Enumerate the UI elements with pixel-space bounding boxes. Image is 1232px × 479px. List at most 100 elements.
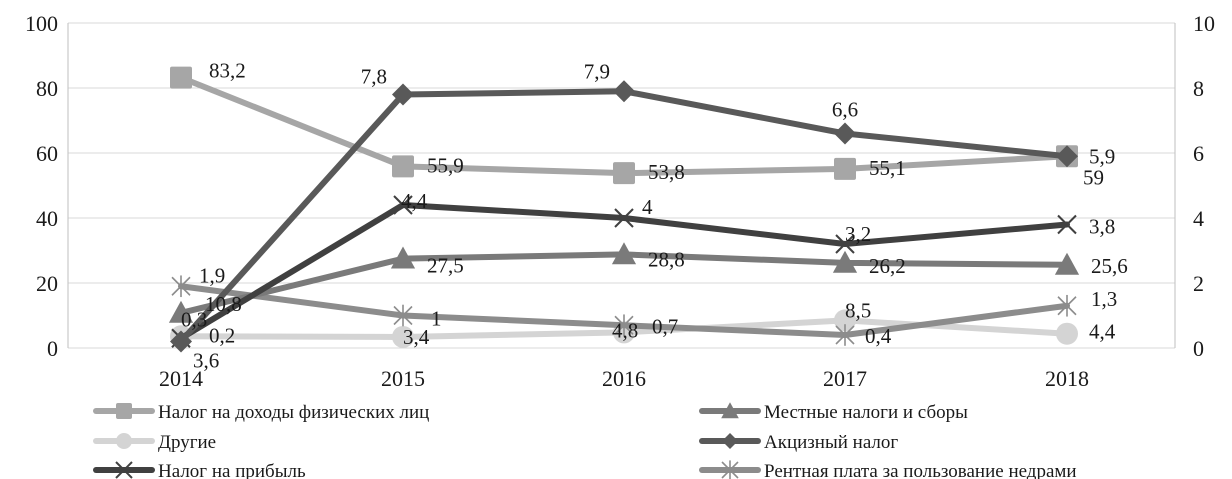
legend-label: Рентная плата за пользование недрами xyxy=(764,461,1077,479)
data-label: 25,6 xyxy=(1091,254,1128,278)
y-right-tick-label: 10 xyxy=(1193,11,1215,36)
marker-x xyxy=(1057,214,1077,235)
marker-diamond xyxy=(722,433,738,449)
data-label: 5,9 xyxy=(1089,144,1115,168)
marker-square xyxy=(392,155,414,178)
series-layer xyxy=(168,66,1080,353)
y-left-tick-label: 0 xyxy=(47,336,58,361)
data-label: 0,4 xyxy=(865,324,892,348)
marker-triangle xyxy=(168,300,194,323)
marker-triangle xyxy=(390,246,416,269)
marker-triangle xyxy=(832,250,858,273)
marker-triangle xyxy=(611,242,637,265)
legend-label: Налог на доходы физических лиц xyxy=(158,402,429,423)
data-label: 1 xyxy=(431,307,442,331)
data-label: 3,8 xyxy=(1089,215,1115,239)
y-right-tick-label: 8 xyxy=(1193,76,1204,101)
y-left-tick-label: 20 xyxy=(36,271,58,296)
data-label: 4,4 xyxy=(1089,320,1116,344)
x-tick-label: 2016 xyxy=(602,366,646,391)
marker-x xyxy=(614,208,634,228)
marker-diamond xyxy=(1056,145,1078,168)
marker-square xyxy=(116,403,132,419)
y-right-tick-label: 6 xyxy=(1193,141,1204,166)
marker-star xyxy=(835,324,855,346)
data-label: 7,9 xyxy=(584,59,610,83)
marker-star xyxy=(721,460,739,479)
marker-diamond xyxy=(613,80,635,103)
legend: Налог на доходы физических лиц Местные на… xyxy=(93,402,1077,479)
x-tick-label: 2017 xyxy=(823,366,867,391)
marker-diamond xyxy=(834,122,856,145)
data-label: 26,2 xyxy=(869,254,906,278)
y-left-tick-label: 80 xyxy=(36,76,58,101)
legend-item: Акцизный налог xyxy=(699,432,898,453)
data-label: 8,5 xyxy=(845,298,871,322)
marker-x-stroke xyxy=(393,195,413,215)
data-label: 55,1 xyxy=(869,156,906,180)
x-tick-label: 2015 xyxy=(381,366,425,391)
marker-x-stroke xyxy=(614,208,634,228)
data-label: 55,9 xyxy=(427,153,464,177)
data-labels: 83,2 55,9 53,8 55,1 59 10,8 27,5 28,8 26,2 25,6 3,… xyxy=(181,59,1128,373)
legend-item: Другие xyxy=(93,432,216,453)
data-label: 0,2 xyxy=(209,324,235,348)
legend-item: Рентная плата за пользование недрами xyxy=(699,460,1077,479)
series-4 xyxy=(170,80,1078,353)
y-right-tick-label: 2 xyxy=(1193,271,1204,296)
x-tick-label: 2018 xyxy=(1045,366,1089,391)
y-right-tick-label: 4 xyxy=(1193,206,1204,231)
marker-square xyxy=(613,162,635,185)
data-label: 59 xyxy=(1083,165,1104,189)
data-label: 10,8 xyxy=(205,292,242,316)
marker-circle xyxy=(834,309,856,332)
data-label: 27,5 xyxy=(427,254,464,278)
legend-label: Налог на прибыль xyxy=(158,461,306,479)
marker-x xyxy=(115,461,133,479)
marker-x-stroke xyxy=(835,234,855,254)
data-label: 1,3 xyxy=(1091,287,1117,311)
data-label: 7,8 xyxy=(361,65,387,89)
series-2 xyxy=(168,242,1080,323)
y-left-tick-label: 40 xyxy=(36,206,58,231)
marker-circle xyxy=(116,433,132,449)
legend-label: Местные налоги и сборы xyxy=(764,402,968,423)
y-left-tick-label: 60 xyxy=(36,141,58,166)
marker-diamond xyxy=(170,330,192,353)
marker-diamond xyxy=(392,83,414,106)
data-label: 28,8 xyxy=(648,247,685,271)
marker-x xyxy=(835,234,855,254)
marker-triangle xyxy=(1054,252,1080,275)
legend-item: Местные налоги и сборы xyxy=(699,402,968,423)
marker-x-stroke xyxy=(1057,214,1077,235)
legend-label: Акцизный налог xyxy=(764,432,898,453)
data-label: 3,4 xyxy=(403,325,430,349)
marker-circle xyxy=(392,325,414,348)
axes: 0 20 40 60 80 100 0 2 4 6 8 10 2014 2015 2016 2017 2018 xyxy=(25,11,1215,391)
data-label: 3,2 xyxy=(845,222,871,246)
data-label: 83,2 xyxy=(209,59,246,83)
data-label: 53,8 xyxy=(648,160,685,184)
legend-label: Другие xyxy=(158,432,216,453)
data-label: 0,3 xyxy=(181,307,207,331)
marker-triangle xyxy=(721,402,739,419)
marker-star xyxy=(1057,294,1077,317)
data-label: 1,9 xyxy=(199,263,225,287)
legend-item: Налог на доходы физических лиц xyxy=(93,402,429,423)
marker-square xyxy=(834,157,856,180)
marker-x-stroke xyxy=(115,461,133,479)
legend-item: Налог на прибыль xyxy=(93,461,306,479)
data-label: 4,4 xyxy=(401,189,428,213)
marker-star xyxy=(393,304,413,327)
series-6 xyxy=(171,275,1077,346)
marker-x xyxy=(393,195,413,215)
y-left-tick-label: 100 xyxy=(25,11,58,36)
y-right-tick-label: 0 xyxy=(1193,336,1204,361)
data-label: 4 xyxy=(642,195,653,219)
marker-star xyxy=(171,275,191,298)
data-label: 0,7 xyxy=(652,314,678,338)
marker-square xyxy=(170,66,192,89)
data-label: 3,6 xyxy=(193,348,219,372)
data-label: 4,8 xyxy=(612,318,638,342)
